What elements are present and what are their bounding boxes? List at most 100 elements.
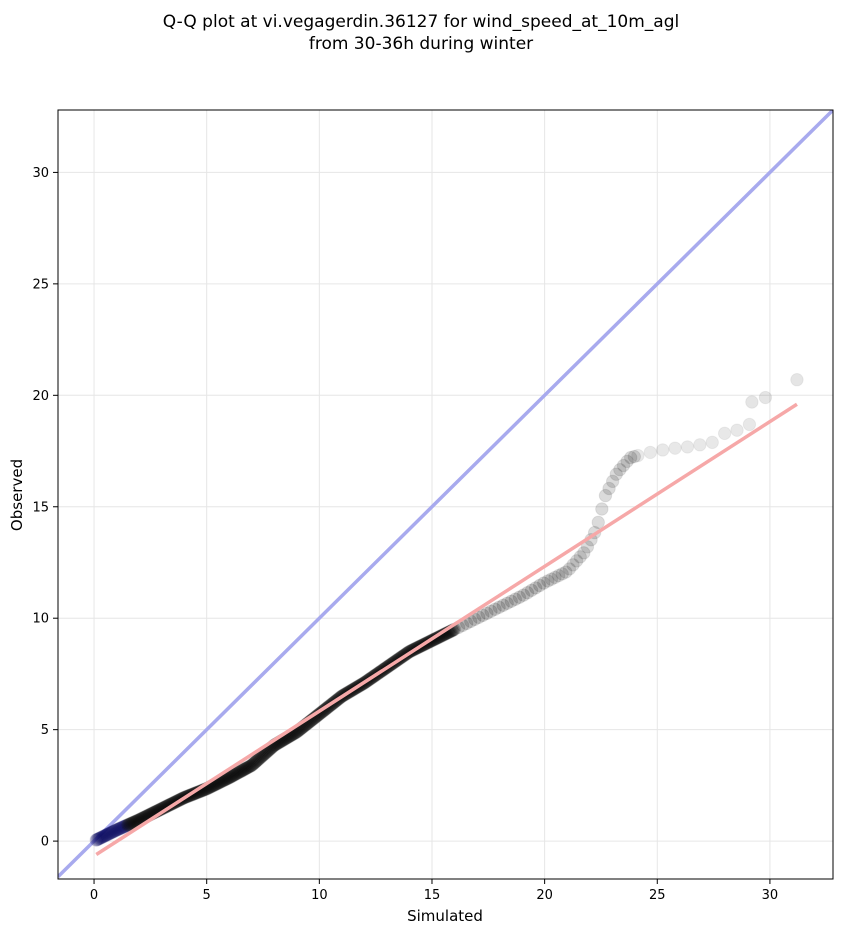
- identity-line: [58, 110, 833, 879]
- qq-point: [247, 756, 261, 771]
- qq-point: [113, 821, 127, 836]
- qq-point: [90, 832, 105, 847]
- qq-point: [532, 578, 547, 593]
- qq-point: [541, 574, 555, 588]
- qq-point: [548, 570, 562, 585]
- qq-point: [238, 762, 252, 776]
- qq-point: [516, 588, 531, 602]
- qq-point: [243, 759, 258, 773]
- qq-point: [231, 765, 245, 780]
- qq-point: [236, 763, 250, 777]
- qq-point: [504, 594, 518, 608]
- reference-lines: [58, 110, 833, 879]
- x-tick-label: 20: [536, 888, 553, 903]
- qq-point: [705, 435, 719, 450]
- qq-point: [125, 816, 140, 830]
- qq-point: [228, 767, 242, 782]
- qq-point: [99, 828, 114, 842]
- qq-point: [559, 565, 573, 579]
- qq-point: [115, 820, 129, 835]
- qq-point: [92, 831, 107, 846]
- qq-point: [111, 822, 125, 837]
- qq-point: [106, 824, 120, 839]
- qq-point: [555, 567, 569, 581]
- qq-point: [544, 572, 559, 586]
- qq-point: [224, 769, 239, 784]
- qq-point: [225, 769, 240, 783]
- qq-point: [250, 753, 265, 768]
- qq-point: [112, 822, 126, 836]
- qq-point: [249, 754, 263, 769]
- qq-point: [480, 606, 494, 621]
- chart-title-line-1: Q-Q plot at vi.vegagerdin.36127 for wind…: [163, 12, 679, 32]
- qq-point: [569, 554, 584, 568]
- qq-point: [97, 829, 111, 843]
- y-axis: 0 5 10 15 20 25 30: [32, 166, 58, 850]
- qq-point: [605, 474, 620, 489]
- x-tick-label: 10: [311, 888, 328, 903]
- qq-point: [742, 417, 757, 432]
- qq-point: [512, 590, 527, 604]
- qq-point: [120, 818, 134, 833]
- qq-point: [524, 583, 539, 598]
- qq-point: [251, 752, 266, 767]
- qq-point: [118, 819, 133, 833]
- quantile-points: [89, 373, 804, 856]
- qq-point: [631, 448, 645, 463]
- qq-point: [680, 440, 695, 454]
- qq-point: [227, 768, 241, 782]
- qq-point: [117, 819, 132, 834]
- qq-point: [602, 481, 616, 496]
- qq-point: [234, 764, 249, 778]
- plot-frame: [57, 109, 834, 880]
- y-tick-label: 15: [32, 500, 49, 515]
- qq-point: [472, 610, 486, 625]
- qq-point: [223, 770, 238, 784]
- qq-point: [109, 823, 124, 837]
- qq-point: [124, 816, 138, 831]
- qq-point: [609, 467, 623, 481]
- qq-point: [623, 450, 638, 465]
- y-axis-label: Observed: [8, 459, 26, 531]
- qq-point: [94, 831, 108, 845]
- y-tick-label: 30: [32, 166, 49, 181]
- qq-point: [232, 765, 247, 779]
- qq-point: [577, 546, 591, 560]
- qq-point: [537, 576, 551, 590]
- qq-point: [573, 550, 587, 564]
- qq-point: [96, 829, 110, 844]
- qq-point: [122, 817, 136, 832]
- qq-point: [758, 390, 773, 405]
- qq-point: [239, 761, 253, 776]
- qq-point: [230, 766, 244, 780]
- x-axis-label: Simulated: [407, 907, 483, 925]
- qq-point: [613, 462, 627, 477]
- qq-point: [717, 426, 732, 441]
- fit-line: [95, 402, 798, 856]
- qq-point: [114, 821, 128, 835]
- qq-point: [598, 488, 613, 503]
- qq-point: [627, 449, 641, 464]
- qq-point: [95, 830, 109, 844]
- qq-point: [245, 758, 259, 773]
- qq-point: [233, 764, 248, 779]
- qq-point: [222, 770, 236, 785]
- qq-point: [562, 562, 577, 576]
- qq-point: [528, 581, 543, 595]
- chart-title-line-2: from 30-36h during winter: [309, 34, 533, 54]
- qq-point: [101, 827, 116, 841]
- qq-point: [616, 458, 631, 473]
- qq-point: [551, 568, 566, 583]
- x-tick-label: 5: [203, 888, 211, 903]
- qq-point: [496, 598, 510, 612]
- qq-point: [566, 558, 580, 572]
- x-tick-label: 25: [649, 888, 666, 903]
- qq-point: [121, 818, 135, 832]
- qq-point: [104, 826, 118, 840]
- qq-point: [668, 441, 682, 455]
- qq-point: [105, 825, 119, 839]
- qq-point: [240, 761, 254, 775]
- qq-point: [500, 596, 514, 610]
- qq-point: [484, 604, 498, 618]
- qq-point: [655, 443, 670, 457]
